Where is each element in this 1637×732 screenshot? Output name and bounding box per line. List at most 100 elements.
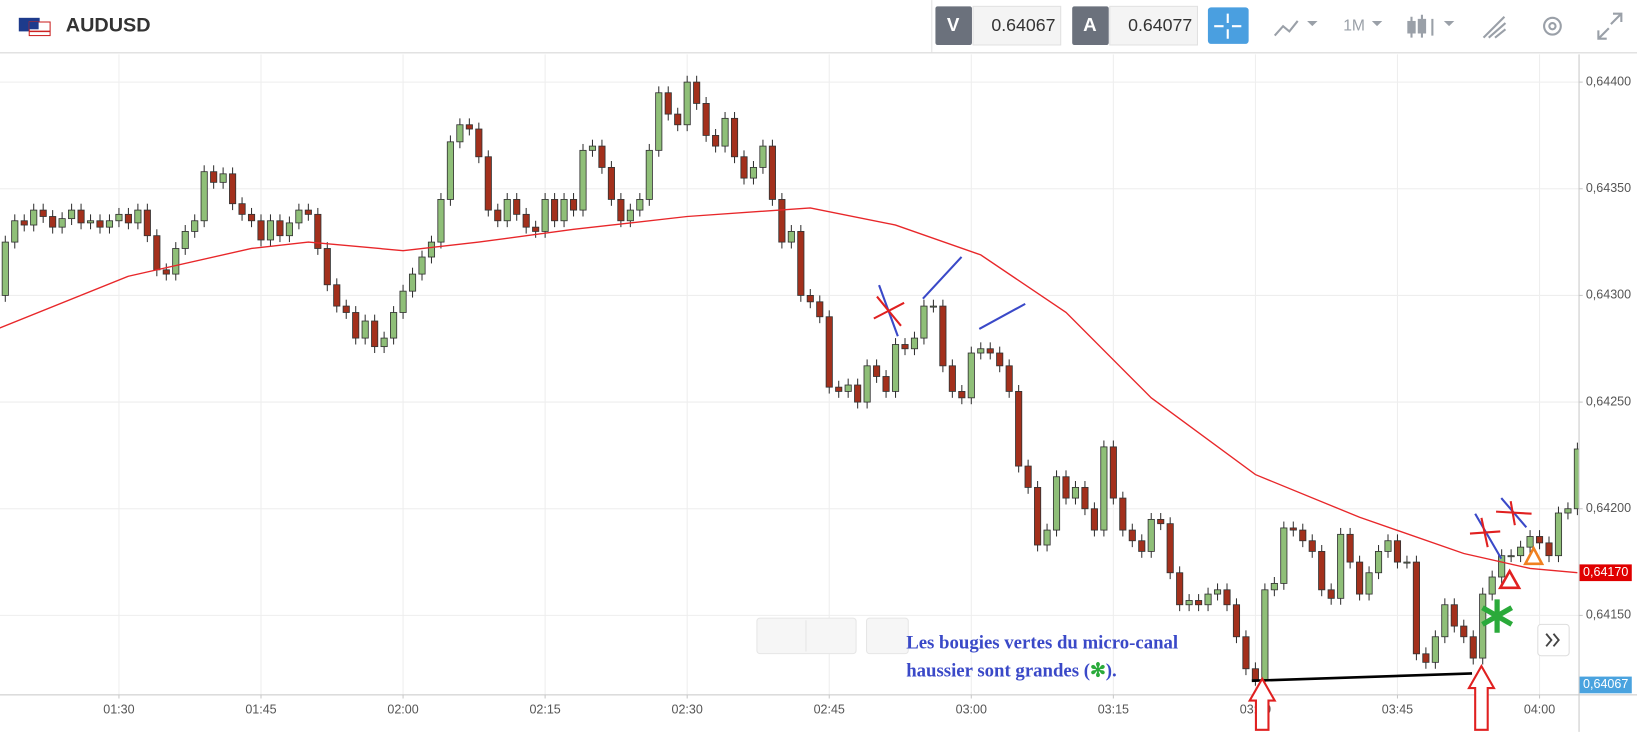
- candle-body: [948, 365, 956, 392]
- candle-body: [759, 145, 767, 168]
- candle-body: [778, 199, 786, 243]
- candle-body: [1412, 561, 1420, 655]
- candle-body: [1308, 540, 1316, 552]
- candle-body: [1469, 636, 1477, 659]
- candle-body: [49, 216, 57, 228]
- x-tick-label: 01:45: [245, 702, 276, 716]
- candle-body: [399, 290, 407, 313]
- candle-body: [162, 269, 170, 275]
- candle-body: [1204, 593, 1212, 606]
- candle-body: [408, 273, 417, 292]
- candle-body: [257, 220, 265, 241]
- chart-controls[interactable]: [756, 617, 1570, 657]
- candle-body: [143, 209, 151, 237]
- x-tick-label: 02:15: [529, 702, 560, 716]
- candle-body: [1261, 589, 1269, 680]
- candle-body: [806, 295, 814, 303]
- candle-body: [1157, 518, 1165, 525]
- candle-body: [1071, 486, 1080, 499]
- candle-body: [607, 167, 615, 200]
- candle-body: [238, 203, 246, 215]
- toolbar-icons[interactable]: [1273, 12, 1623, 40]
- symbol: AUDUSD: [66, 14, 151, 36]
- candle-body: [333, 284, 341, 307]
- candle-body: [1242, 636, 1250, 670]
- candle-body: [1176, 572, 1184, 606]
- candle-body: [655, 92, 663, 151]
- x-tick-label: 01:30: [103, 702, 134, 716]
- candle-body: [1337, 533, 1345, 599]
- candle-body: [967, 352, 975, 399]
- candle-body: [939, 305, 947, 367]
- header: AUDUSD V 0.64067 A 0.64077 1M: [0, 0, 1637, 54]
- candle-body: [797, 231, 805, 296]
- candle-body: [181, 231, 189, 249]
- x-tick-label: 03:15: [1098, 702, 1129, 716]
- x-tick-label: 03:00: [956, 702, 987, 716]
- candle-body: [1460, 625, 1468, 638]
- candle-body: [532, 226, 540, 232]
- moving-average: [0, 207, 1578, 574]
- candle-body: [1090, 508, 1098, 531]
- buy-button[interactable]: [1072, 6, 1109, 45]
- candle-body: [1, 241, 9, 296]
- candle-body: [721, 117, 729, 147]
- candle-body: [266, 220, 275, 241]
- timeframe[interactable]: 1M: [1343, 17, 1365, 34]
- grid: [0, 54, 1579, 695]
- candle-body: [210, 171, 218, 183]
- annotation-symbol: ✻: [1090, 661, 1106, 682]
- candle-body: [124, 213, 132, 224]
- candle-body: [1043, 529, 1051, 546]
- candle-body: [456, 124, 464, 143]
- candle-body: [1450, 604, 1458, 627]
- candle-body: [835, 386, 843, 392]
- candle-body: [390, 312, 398, 339]
- candle-body: [86, 220, 95, 224]
- candle-body: [247, 213, 256, 222]
- crosshair-button[interactable]: [1207, 7, 1249, 44]
- candle-body: [1166, 523, 1174, 574]
- candle-body: [1223, 589, 1231, 606]
- candle-body: [1356, 561, 1364, 595]
- x-tick-label: 02:00: [387, 702, 418, 716]
- buy-label: A: [1083, 14, 1097, 35]
- flag-icon: [18, 17, 51, 37]
- y-tick-label: 0,64200: [1586, 501, 1631, 515]
- y-tick-label: 0,64150: [1586, 608, 1631, 622]
- candle-body: [551, 199, 559, 222]
- candle-body: [1384, 540, 1392, 552]
- candle-body: [1005, 365, 1013, 392]
- candle-body: [626, 209, 634, 222]
- x-tick-label: 03:45: [1382, 702, 1413, 716]
- candle-body: [427, 241, 436, 258]
- candle-body: [465, 124, 473, 130]
- candle-body: [958, 391, 966, 399]
- sell-button[interactable]: [935, 6, 972, 45]
- candle-body: [749, 167, 758, 179]
- candle-body: [115, 213, 123, 222]
- candle-body: [844, 384, 852, 392]
- price-tag-label: 0,64170: [1583, 565, 1628, 579]
- candle-body: [276, 220, 284, 237]
- annotation-line2: haussier sont grandes (✻).: [906, 661, 1117, 682]
- candle-body: [882, 376, 890, 392]
- candle-body: [513, 199, 521, 215]
- candle-body: [1232, 604, 1241, 638]
- candle-body: [494, 209, 502, 222]
- candle-body: [1422, 653, 1430, 663]
- candle-body: [986, 348, 994, 354]
- candle-body: [1034, 486, 1042, 546]
- candle-body: [1015, 391, 1023, 467]
- candle-body: [1535, 536, 1544, 544]
- candle-body: [304, 209, 312, 215]
- candle-body: [418, 256, 426, 275]
- candle-body: [58, 218, 66, 228]
- candle-body: [1498, 555, 1506, 578]
- candle-body: [1270, 582, 1278, 591]
- sell-label: V: [947, 14, 960, 35]
- candle-body: [787, 231, 795, 243]
- candle-body: [977, 348, 985, 354]
- candle-body: [664, 92, 672, 115]
